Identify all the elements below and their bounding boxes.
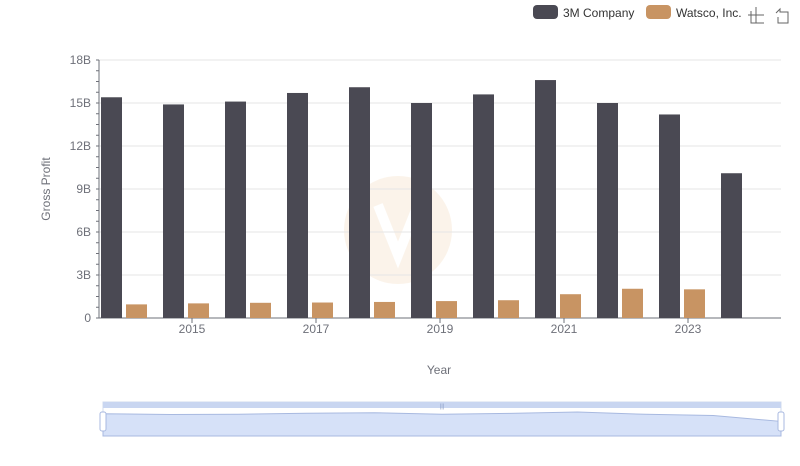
y-tick-label: 3B [76, 268, 91, 282]
y-tick-label: 15B [70, 96, 91, 110]
x-axis-title: Year [427, 363, 451, 377]
x-tick-label: 2019 [427, 322, 454, 336]
bar-3m-2015[interactable] [163, 104, 184, 318]
y-tick-label: 0 [84, 311, 91, 325]
bar-watsco-2023[interactable] [684, 289, 705, 318]
x-tick-label: 2021 [551, 322, 578, 336]
zoom-move-bar[interactable] [103, 402, 781, 408]
x-tick-label: 2015 [179, 322, 206, 336]
x-tick-label: 2023 [675, 322, 702, 336]
legend-label[interactable]: 3M Company [563, 6, 634, 20]
bar-3m-2016[interactable] [225, 101, 246, 318]
y-tick-label: 9B [76, 182, 91, 196]
bar-3m-2023[interactable] [659, 114, 680, 318]
y-tick-label: 12B [70, 139, 91, 153]
bar-watsco-2016[interactable] [250, 302, 271, 318]
bar-watsco-2014[interactable] [126, 304, 147, 318]
zoom-handle-left[interactable] [99, 411, 107, 432]
bar-3m-2020[interactable] [473, 94, 494, 319]
bar-3m-2017[interactable] [287, 92, 308, 318]
bar-3m-2018[interactable] [349, 87, 370, 318]
zoom-handle-right[interactable] [777, 411, 785, 432]
y-tick-label: 18B [70, 53, 91, 67]
y-tick-label: 6B [76, 225, 91, 239]
bar-3m-2022[interactable] [597, 103, 618, 318]
y-axis-title: Gross Profit [39, 157, 53, 221]
toolbar [748, 7, 789, 24]
bar-watsco-2020[interactable] [498, 300, 519, 318]
legend: 3M Company Watsco, Inc. [533, 5, 742, 20]
bar-3m-2014[interactable] [101, 97, 122, 319]
data-zoom-icon[interactable] [748, 7, 764, 24]
bars [101, 80, 742, 319]
legend-swatch[interactable] [646, 5, 671, 19]
bar-watsco-2017[interactable] [312, 302, 333, 318]
x-tick-label: 2017 [303, 322, 330, 336]
axis-labels: 0 3B 6B 9B 12B 15B 18B 2015 2017 2019 2021 2023 Year… [39, 53, 702, 377]
bar-3m-2021[interactable] [535, 80, 556, 318]
legend-swatch[interactable] [533, 5, 558, 19]
bar-watsco-2019[interactable] [436, 301, 457, 318]
bar-watsco-2022[interactable] [622, 288, 643, 318]
bar-3m-2024[interactable] [721, 173, 742, 318]
legend-label[interactable]: Watsco, Inc. [676, 6, 742, 20]
bar-watsco-2015[interactable] [188, 303, 209, 318]
bar-watsco-2021[interactable] [560, 294, 581, 318]
bar-watsco-2018[interactable] [374, 301, 395, 318]
restore-icon[interactable] [775, 7, 789, 24]
bar-3m-2019[interactable] [411, 103, 432, 318]
zoom-grip-icon[interactable]: ||| [440, 404, 445, 410]
data-zoom-slider[interactable]: ||| [99, 401, 785, 437]
zoom-preview-area [102, 411, 782, 437]
